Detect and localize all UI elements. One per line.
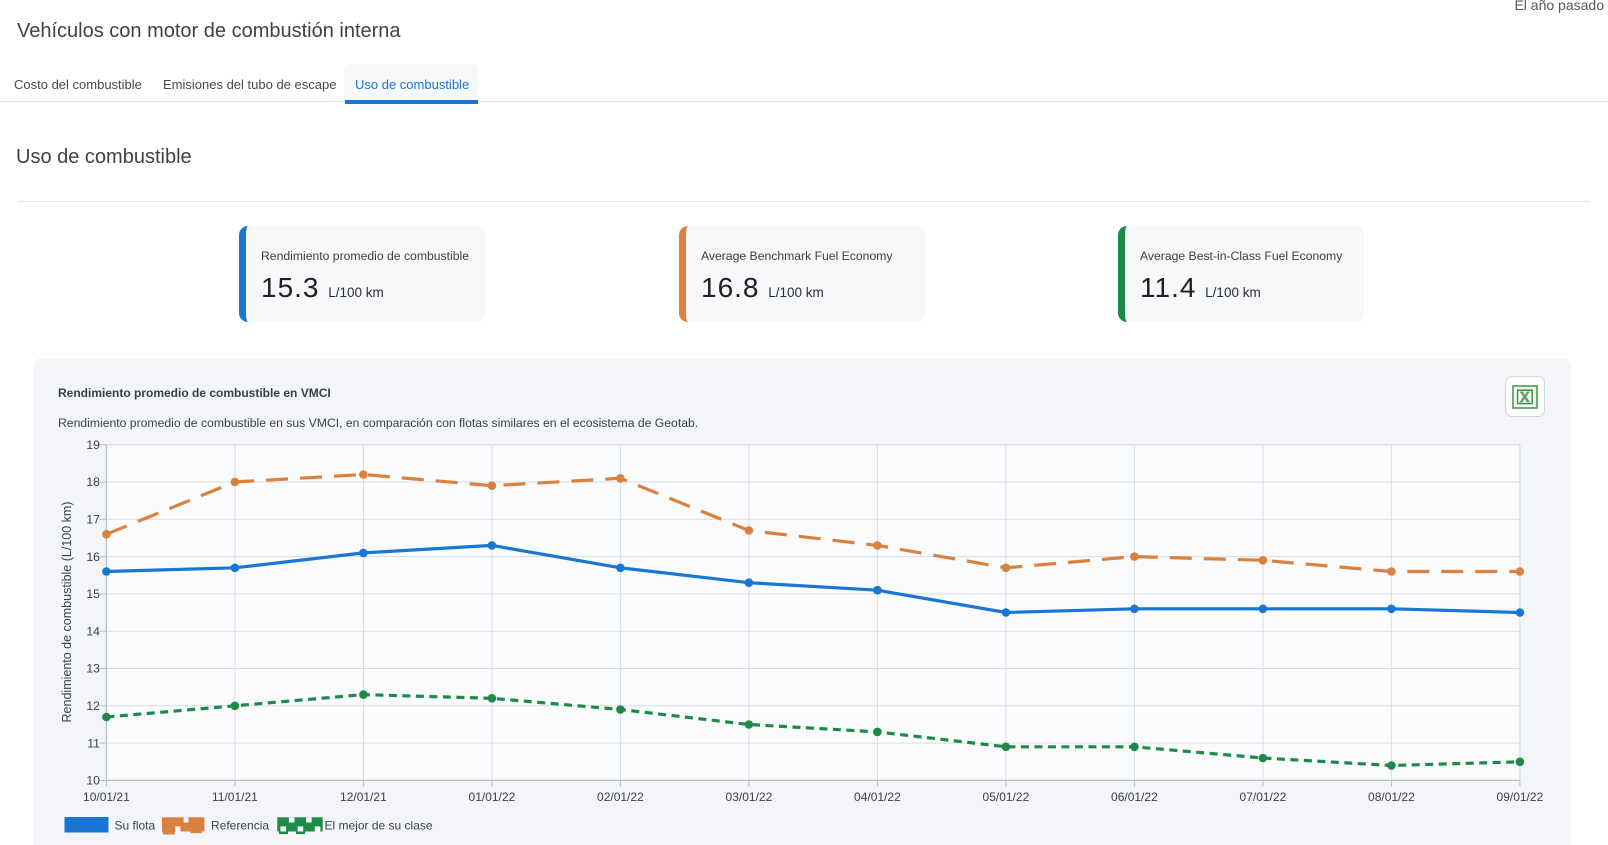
svg-text:02/01/22: 02/01/22 bbox=[597, 790, 644, 804]
svg-text:07/01/22: 07/01/22 bbox=[1240, 790, 1287, 804]
svg-text:11: 11 bbox=[87, 736, 100, 750]
svg-text:Su flota: Su flota bbox=[115, 819, 156, 833]
svg-text:Rendimiento de combustible (L/: Rendimiento de combustible (L/100 km) bbox=[60, 502, 74, 723]
svg-text:13: 13 bbox=[86, 662, 100, 676]
svg-text:18: 18 bbox=[86, 475, 100, 489]
svg-text:04/01/22: 04/01/22 bbox=[854, 790, 901, 804]
svg-text:19: 19 bbox=[86, 438, 100, 452]
svg-text:09/01/22: 09/01/22 bbox=[1497, 790, 1544, 804]
svg-text:12: 12 bbox=[86, 699, 100, 713]
svg-text:03/01/22: 03/01/22 bbox=[726, 790, 773, 804]
svg-text:11/01/21: 11/01/21 bbox=[212, 790, 258, 804]
svg-text:15: 15 bbox=[86, 587, 100, 601]
svg-text:10/01/21: 10/01/21 bbox=[83, 790, 130, 804]
svg-text:06/01/22: 06/01/22 bbox=[1111, 790, 1158, 804]
svg-text:08/01/22: 08/01/22 bbox=[1368, 790, 1415, 804]
svg-text:14: 14 bbox=[86, 624, 100, 638]
svg-text:05/01/22: 05/01/22 bbox=[983, 790, 1030, 804]
svg-text:16: 16 bbox=[86, 550, 100, 564]
svg-text:10: 10 bbox=[86, 774, 100, 788]
svg-text:El mejor de su clase: El mejor de su clase bbox=[325, 819, 433, 833]
svg-text:01/01/22: 01/01/22 bbox=[469, 790, 516, 804]
svg-text:Referencia: Referencia bbox=[211, 819, 269, 833]
svg-text:17: 17 bbox=[86, 513, 100, 527]
svg-text:12/01/21: 12/01/21 bbox=[340, 790, 387, 804]
